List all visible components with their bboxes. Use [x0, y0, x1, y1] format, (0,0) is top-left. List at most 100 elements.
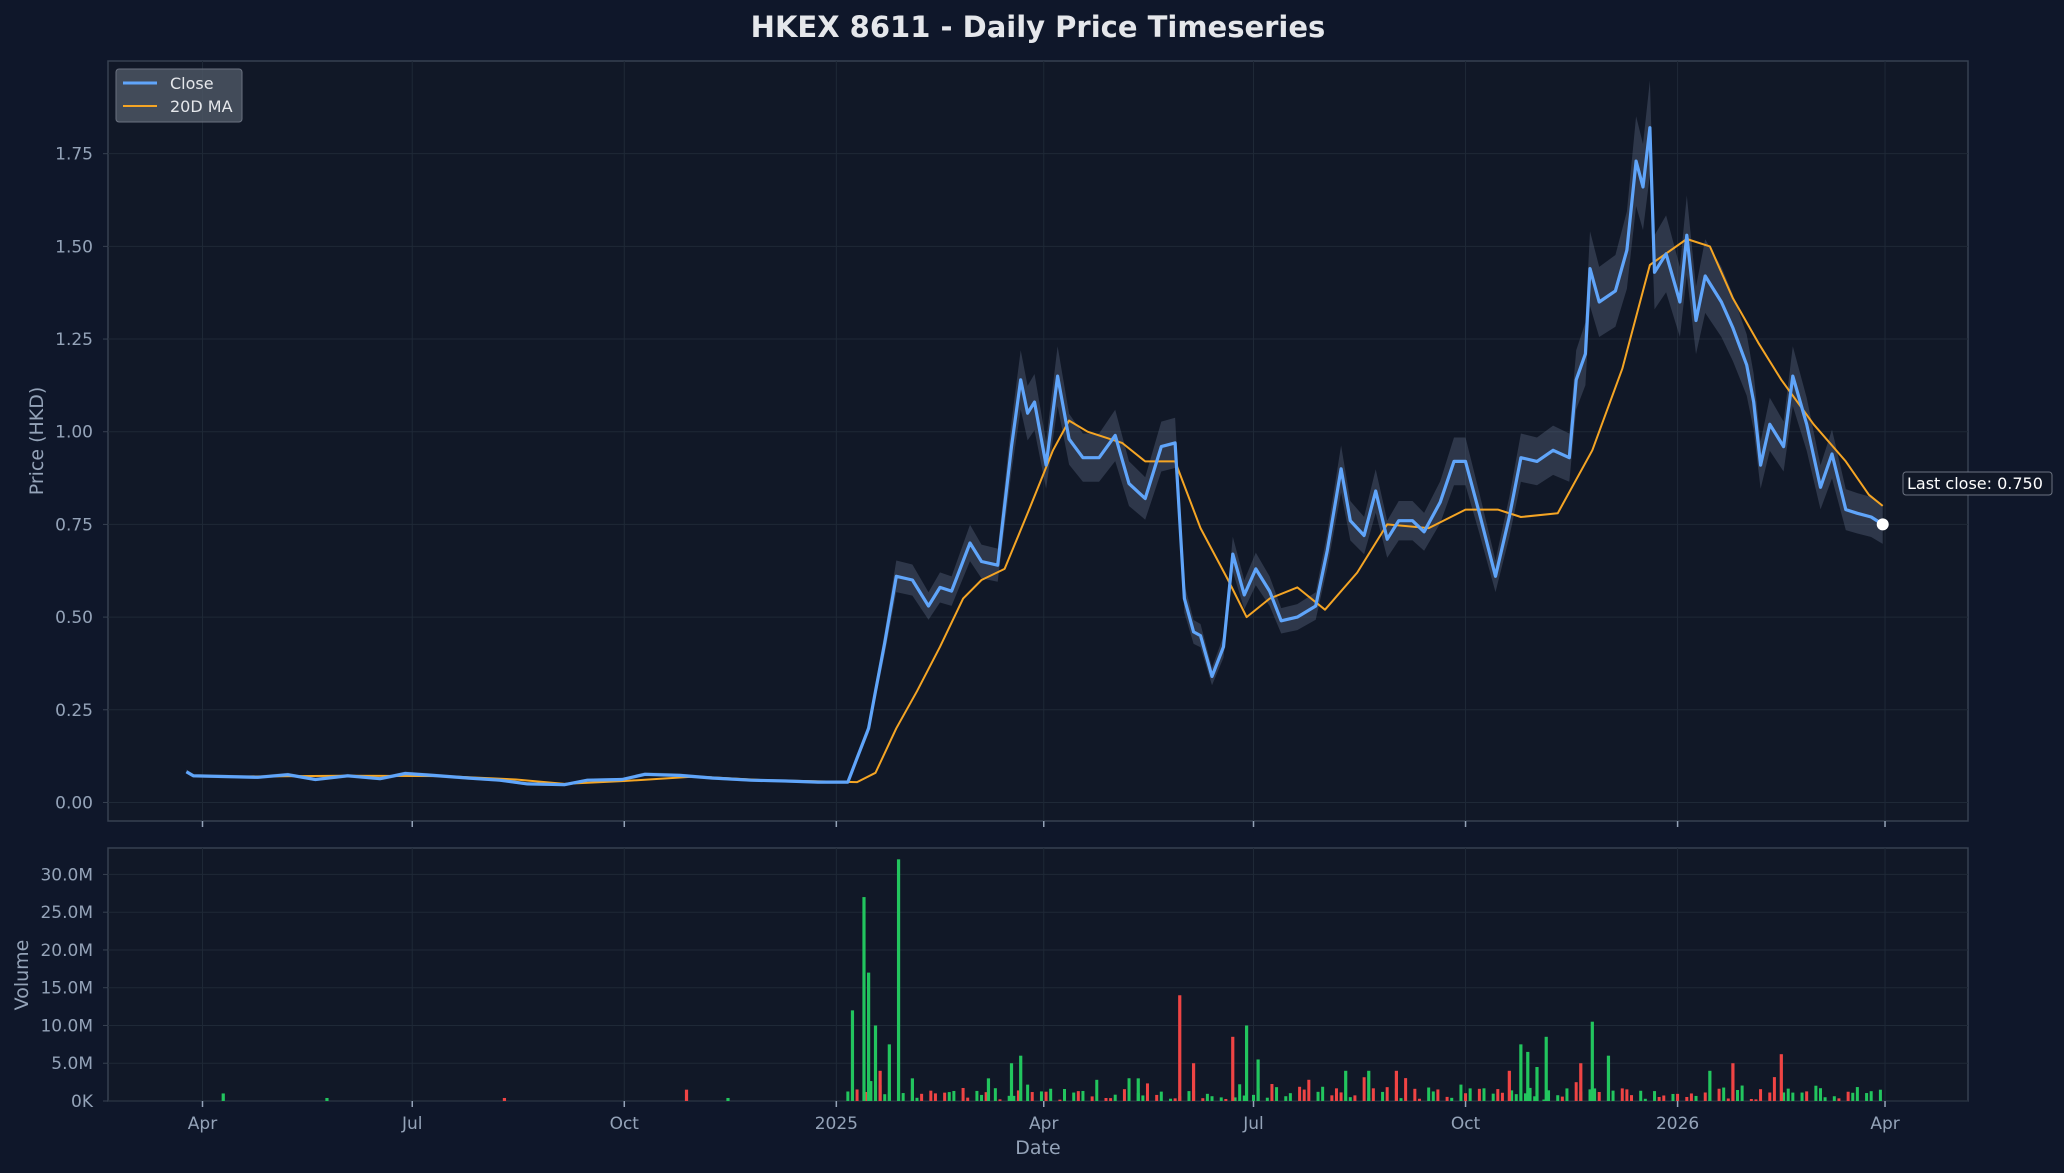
volume-bar [1507, 1070, 1511, 1101]
volume-bar [1782, 1092, 1786, 1101]
volume-bar [910, 1078, 914, 1101]
volume-bar [1256, 1059, 1260, 1101]
volume-bar [1238, 1084, 1242, 1101]
volume-bar [1814, 1085, 1818, 1101]
volume-bar [1703, 1092, 1707, 1101]
volume-bar [1030, 1092, 1034, 1101]
volume-bar [1445, 1096, 1449, 1101]
volume-bar [502, 1097, 507, 1101]
volume-bar [993, 1088, 997, 1101]
volume-bar [1588, 1089, 1592, 1101]
price-series [185, 126, 1889, 787]
volume-bar [1459, 1084, 1463, 1101]
volume-bar [1242, 1095, 1246, 1101]
volume-bar [1371, 1088, 1375, 1101]
volume-tick-label: 15.0M [40, 979, 93, 999]
last-close-marker [1876, 518, 1889, 531]
volume-bar [1427, 1087, 1431, 1101]
volume-bar [1191, 1063, 1196, 1101]
volume-bar [1528, 1087, 1532, 1101]
volume-bar [855, 1089, 859, 1101]
volume-bar [901, 1093, 905, 1101]
y-tick-label: 1.25 [55, 330, 93, 350]
volume-bar [933, 1093, 937, 1101]
x-tick-label: Apr [1029, 1114, 1058, 1134]
x-tick-label: Jul [1242, 1114, 1264, 1134]
volume-bar [325, 1097, 329, 1101]
axes: 0.00 0.25 0.50 0.75 1.00 1.25 1.50 1.75 0K 5.0M 10… [40, 145, 1899, 1134]
volume-bar [221, 1093, 225, 1101]
volume-bar [1307, 1079, 1311, 1101]
volume-bar [864, 1091, 868, 1101]
volume-bar [1837, 1098, 1841, 1101]
volume-bar [1620, 1088, 1624, 1101]
volume-bar [1450, 1097, 1454, 1101]
volume-bar [1754, 1099, 1758, 1101]
volume-bar [878, 1070, 882, 1101]
volume-bar [1865, 1093, 1869, 1101]
volume-bar [850, 1010, 855, 1101]
volume-bar [1653, 1091, 1657, 1101]
volume-bar [1625, 1089, 1629, 1101]
volume-bar [1009, 1063, 1014, 1101]
volume-bar [869, 1081, 873, 1101]
volume-bar [943, 1092, 947, 1101]
volume-bar [1606, 1055, 1611, 1101]
volume-bar [1574, 1082, 1578, 1101]
volume-bar [1205, 1093, 1209, 1101]
volume-bar [1104, 1098, 1108, 1101]
volume-bar [1072, 1092, 1076, 1101]
volume-bar [873, 1025, 878, 1101]
volume-bar [1275, 1087, 1279, 1101]
volume-bar [1394, 1070, 1399, 1101]
volume-bar [1579, 1063, 1583, 1101]
volume-bar [1671, 1093, 1675, 1101]
volume-bar [1090, 1096, 1094, 1101]
volume-bar [1127, 1078, 1131, 1101]
volume-bar [1367, 1070, 1371, 1101]
volume-bar [1016, 1090, 1020, 1101]
volume-bar [1689, 1093, 1693, 1101]
volume-bar [1823, 1097, 1827, 1101]
volume-bar [1500, 1092, 1504, 1101]
volume-bar [1353, 1095, 1357, 1101]
legend: Close 20D MA [115, 68, 243, 123]
volume-bar [1210, 1096, 1214, 1101]
annotation-label: Last close: 0.750 [1907, 474, 2043, 493]
volume-bar [1768, 1092, 1772, 1101]
volume-bar [1095, 1079, 1099, 1101]
x-tick-label: Oct [610, 1114, 640, 1134]
volume-bar [1749, 1098, 1753, 1101]
volume-bar [1231, 1036, 1235, 1101]
y-tick-label: 0.00 [55, 793, 93, 813]
volume-bar [1244, 1025, 1249, 1101]
volume-bar [1491, 1093, 1495, 1101]
volume-bar [1201, 1098, 1205, 1101]
volume-bar [1169, 1098, 1173, 1101]
x-tick-label: Oct [1451, 1114, 1481, 1134]
volume-bar [1643, 1098, 1647, 1101]
volume-bar [1321, 1086, 1325, 1101]
volume-tick-label: 30.0M [40, 865, 93, 885]
volume-panel [107, 847, 1969, 1102]
volume-bar [1639, 1090, 1643, 1101]
volume-bar [952, 1090, 956, 1101]
volume-bar [998, 1099, 1002, 1101]
volume-bar [1846, 1091, 1850, 1101]
volume-bar [1731, 1063, 1735, 1101]
volume-bar [920, 1093, 924, 1101]
volume-bar [1611, 1090, 1615, 1101]
volume-bar [1855, 1087, 1859, 1101]
volume-bar [1726, 1098, 1730, 1101]
volume-bar [961, 1087, 965, 1101]
volume-bar [883, 1094, 887, 1101]
volume-bar [975, 1090, 979, 1101]
legend-label-ma: 20D MA [170, 97, 233, 116]
volume-bar [1565, 1088, 1569, 1101]
volume-bar [1519, 1044, 1523, 1101]
y-tick-label: 0.50 [55, 608, 93, 628]
volume-bar [1694, 1095, 1698, 1101]
volume-bar [1629, 1095, 1633, 1101]
volume-bar [1533, 1096, 1537, 1101]
volume-bar [1334, 1088, 1338, 1101]
